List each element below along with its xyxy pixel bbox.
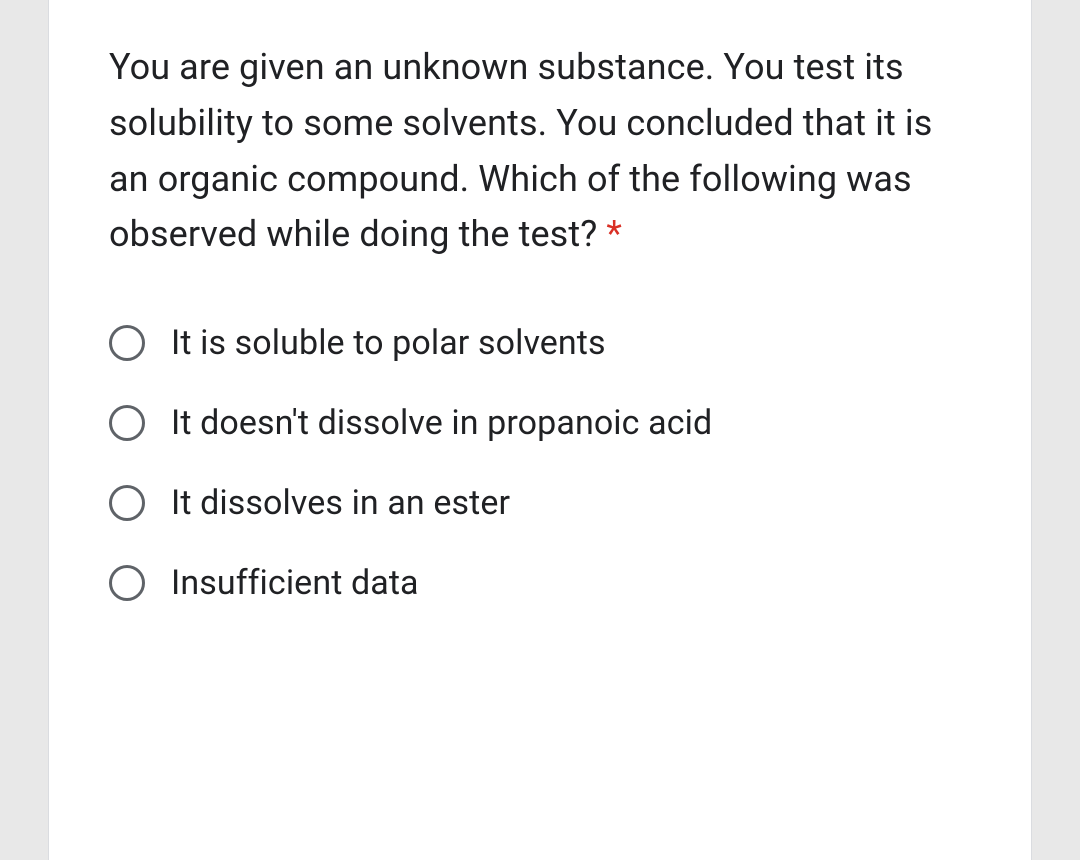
option-label: It dissolves in an ester bbox=[171, 483, 510, 523]
question-text: You are given an unknown substance. You … bbox=[109, 40, 971, 263]
radio-icon bbox=[109, 565, 145, 601]
option-label: It doesn't dissolve in propanoic acid bbox=[171, 403, 712, 443]
option-3[interactable]: Insufficient data bbox=[109, 563, 971, 603]
question-body: You are given an unknown substance. You … bbox=[109, 46, 932, 255]
option-label: It is soluble to polar solvents bbox=[171, 323, 606, 363]
radio-icon bbox=[109, 325, 145, 361]
question-card: You are given an unknown substance. You … bbox=[48, 0, 1032, 860]
option-2[interactable]: It dissolves in an ester bbox=[109, 483, 971, 523]
required-marker: * bbox=[606, 213, 622, 255]
options-group: It is soluble to polar solvents It doesn… bbox=[109, 323, 971, 603]
option-label: Insufficient data bbox=[171, 563, 419, 603]
option-1[interactable]: It doesn't dissolve in propanoic acid bbox=[109, 403, 971, 443]
radio-icon bbox=[109, 485, 145, 521]
option-0[interactable]: It is soluble to polar solvents bbox=[109, 323, 971, 363]
radio-icon bbox=[109, 405, 145, 441]
